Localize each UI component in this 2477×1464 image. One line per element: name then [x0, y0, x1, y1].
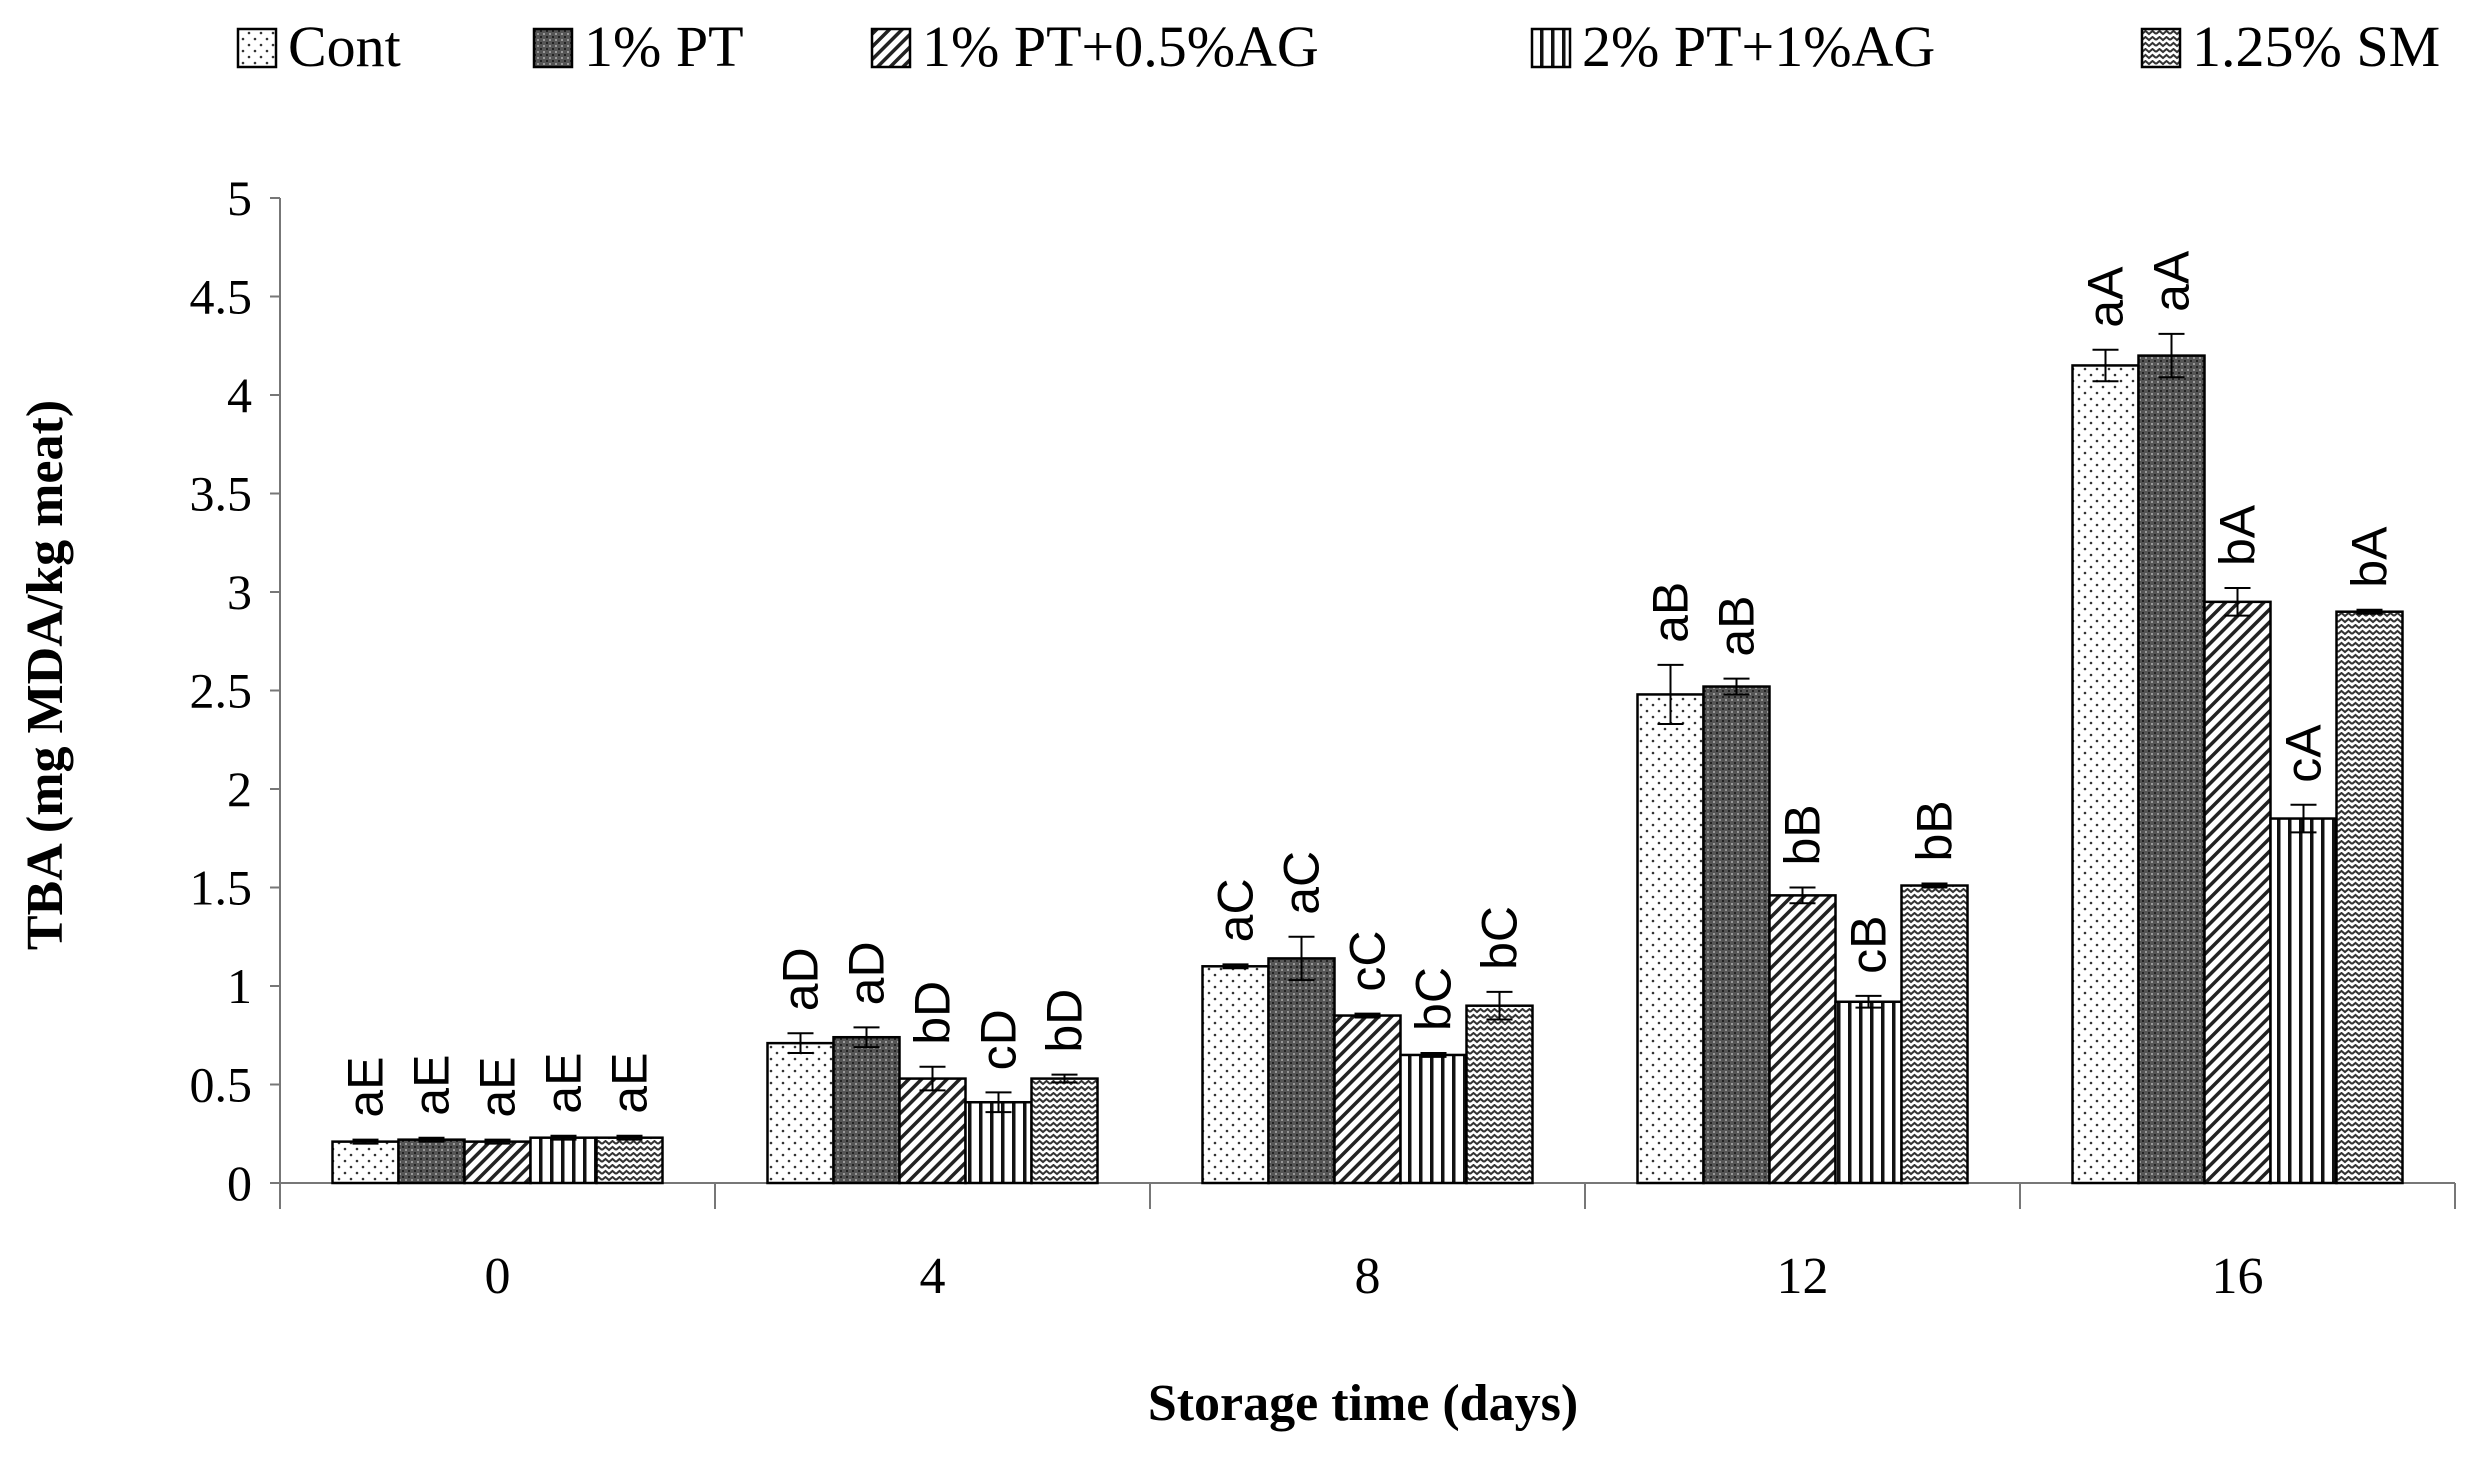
bar	[1399, 1053, 1468, 1185]
bar	[529, 1136, 598, 1185]
bar	[331, 1140, 400, 1185]
bar-label: aB	[1643, 582, 1699, 643]
bar	[397, 1138, 466, 1185]
y-tick-label: 4	[227, 367, 252, 423]
bar-label: cA	[2276, 724, 2332, 783]
legend-label: 2% PT+1%AG	[1582, 14, 1935, 79]
y-tick-label: 3.5	[190, 466, 253, 522]
y-tick-label: 3	[227, 564, 252, 620]
bar-label: aC	[1208, 878, 1264, 942]
bar	[964, 1100, 1033, 1185]
bar-label: bC	[1472, 906, 1528, 970]
legend-label: 1% PT	[584, 14, 744, 79]
y-tick-label: 2.5	[190, 663, 253, 719]
bar-label: aB	[1709, 596, 1765, 657]
bar	[898, 1077, 967, 1185]
bar	[1768, 894, 1837, 1185]
bar-label: aE	[602, 1053, 658, 1114]
bar-label: aE	[404, 1055, 460, 1116]
bar-label: aA	[2144, 250, 2200, 312]
bar-label: bB	[1775, 804, 1831, 865]
legend: Cont 1% PT 1% PT+0.5%AG 2% PT+1%AG 1.25% SM	[236, 14, 2440, 79]
bars	[331, 354, 2404, 1185]
bar	[1030, 1077, 1099, 1185]
x-tick-label: 0	[485, 1248, 511, 1305]
bar-label: bA	[2210, 504, 2266, 566]
legend-label: 1% PT+0.5%AG	[922, 14, 1319, 79]
bar	[1267, 957, 1336, 1185]
bar	[1900, 884, 1969, 1185]
x-axis: 0 4 8 12 16	[279, 1182, 2456, 1305]
bar-label: bD	[905, 981, 961, 1045]
bar	[1636, 693, 1705, 1185]
legend-label: 1.25% SM	[2192, 14, 2440, 79]
bar	[2335, 610, 2404, 1185]
x-tick-label: 8	[1355, 1248, 1381, 1305]
y-axis: 0 0.5 1 1.5 2 2.5 3 3.5 4 4.5 5	[190, 170, 281, 1211]
y-tick-label: 1.5	[190, 860, 253, 916]
legend-swatch	[2140, 27, 2182, 69]
y-tick-label: 5	[227, 170, 252, 226]
y-tick-label: 4.5	[190, 269, 253, 325]
bar	[766, 1041, 835, 1185]
bar	[2269, 817, 2338, 1185]
y-axis-title: TBA (mg MDA/kg meat)	[17, 400, 74, 950]
bar-label: cC	[1340, 930, 1396, 991]
bar	[2203, 600, 2272, 1185]
bar-label: aD	[839, 941, 895, 1005]
x-tick-label: 4	[920, 1248, 946, 1305]
bar	[1834, 1000, 1903, 1185]
bar	[2071, 364, 2140, 1185]
x-axis-title: Storage time (days)	[1148, 1375, 1578, 1432]
bar-label: cD	[971, 1009, 1027, 1070]
bar-label: bA	[2342, 526, 2398, 588]
bar-label: bB	[1907, 800, 1963, 861]
y-tick-label: 0.5	[190, 1057, 253, 1113]
bar-label: aE	[338, 1056, 394, 1117]
y-tick-label: 0	[227, 1155, 252, 1211]
bar-label: cB	[1841, 915, 1897, 973]
bar	[1702, 685, 1771, 1185]
y-tick-label: 1	[227, 958, 252, 1014]
bar	[832, 1035, 901, 1185]
error-bars	[352, 332, 2383, 1145]
bar-label: aE	[536, 1053, 592, 1114]
bar-label: aC	[1274, 851, 1330, 915]
bar-label: aD	[773, 947, 829, 1011]
bar-label: bC	[1406, 967, 1462, 1031]
legend-swatch	[532, 27, 574, 69]
bar	[1201, 965, 1270, 1185]
legend-swatch	[1530, 27, 1572, 69]
bar-label: aA	[2078, 266, 2134, 328]
legend-swatch	[870, 27, 912, 69]
x-tick-label: 12	[1777, 1248, 1829, 1305]
bar	[463, 1140, 532, 1185]
y-tick-label: 2	[227, 761, 252, 817]
bar	[1465, 1004, 1534, 1185]
x-tick-label: 16	[2212, 1248, 2264, 1305]
bar-label: aE	[470, 1056, 526, 1117]
legend-swatch	[236, 27, 278, 69]
bar	[595, 1136, 664, 1185]
bar	[2137, 354, 2206, 1185]
legend-label: Cont	[288, 14, 401, 79]
bar	[1333, 1014, 1402, 1185]
bar-label: bD	[1037, 989, 1093, 1053]
